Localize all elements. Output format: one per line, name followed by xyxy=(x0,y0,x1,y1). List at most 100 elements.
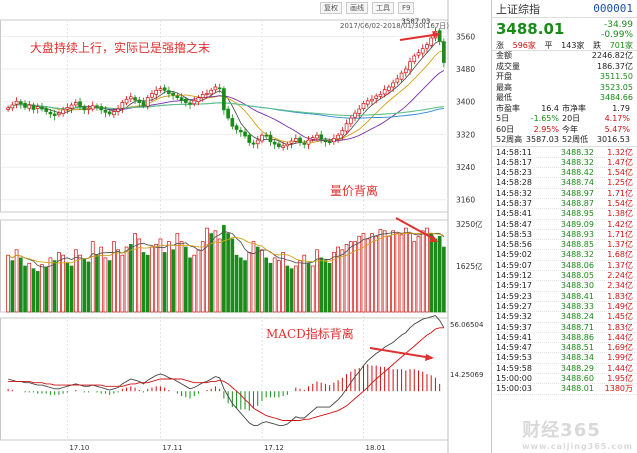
tick-price: 3488.85 xyxy=(560,240,594,250)
tick-row[interactable]: 14:59:37 3488.71 1.83亿 xyxy=(492,323,637,333)
volume-bar xyxy=(6,254,10,313)
volume-bar xyxy=(255,246,260,313)
tick-row[interactable]: 14:59:32 3488.24 1.45亿 xyxy=(492,312,637,323)
volume-bar xyxy=(150,246,154,313)
tick-row[interactable]: 14:58:28 3488.74 1.25亿 xyxy=(492,178,637,189)
tick-row[interactable]: 14:58:23 3488.42 1.54亿 xyxy=(492,168,637,179)
stat-label: 金额 xyxy=(496,51,512,60)
tick-price: 3488.32 xyxy=(560,147,594,157)
kline-chart-svg[interactable]: 2017/06/02-2018/01/30(167日) 3560 3480 3400 3… xyxy=(0,0,491,453)
candle-body xyxy=(188,102,192,105)
volume-bar xyxy=(336,246,340,313)
tick-list[interactable]: 14:58:11 3488.32 1.32亿 14:58:17 3488.32 1.47亿… xyxy=(492,148,637,395)
tick-time: 14:58:47 xyxy=(496,219,532,229)
volume-bar xyxy=(260,249,264,313)
market-breadth: 涨 596家 平 143家 跌 701家 xyxy=(492,40,637,51)
volume-bar xyxy=(442,246,446,313)
tick-row[interactable]: 15:00:03 3488.01 1380万 xyxy=(492,384,637,395)
tick-row[interactable]: 14:58:37 3488.87 1.54亿 xyxy=(492,199,637,210)
tick-row[interactable]: 14:58:41 3488.95 1.38亿 xyxy=(492,209,637,220)
tick-row[interactable]: 15:00:00 3488.60 1.95亿 xyxy=(492,374,637,385)
candle-body xyxy=(18,101,23,105)
tick-volume: 1.54亿 xyxy=(607,168,633,178)
candle-body xyxy=(395,78,400,83)
volume-bar xyxy=(40,264,44,313)
tick-price: 3489.09 xyxy=(560,219,594,229)
tick-row[interactable]: 14:59:12 3488.05 2.24亿 xyxy=(492,271,637,282)
stock-chart-area[interactable]: 2017/06/02-2018/01/30(167日) 3560 3480 3400 3… xyxy=(0,0,491,453)
volume-bar xyxy=(285,265,290,313)
candle-body xyxy=(247,134,252,143)
stat-label: 最低 xyxy=(496,93,512,102)
candle-body xyxy=(99,106,104,111)
volume-bar xyxy=(433,238,438,313)
arrowhead-volume xyxy=(429,235,438,242)
tick-price: 3488.29 xyxy=(560,363,594,373)
macd-dea-line xyxy=(8,327,444,421)
stat-value: 3511.50 xyxy=(599,72,633,81)
ratio-label: 52周低 xyxy=(562,135,589,144)
tick-row[interactable]: 14:59:23 3488.41 1.83亿 xyxy=(492,292,637,302)
volume-bar xyxy=(332,252,336,313)
candle-body xyxy=(353,112,357,118)
candle-body xyxy=(327,141,332,144)
tick-row[interactable]: 14:58:11 3488.32 1.32亿 xyxy=(492,148,637,158)
volume-bar xyxy=(65,262,70,313)
tick-row[interactable]: 14:59:53 3488.34 1.99亿 xyxy=(492,353,637,364)
stat-row: 最高 3523.05 xyxy=(492,83,637,94)
tick-row[interactable]: 14:58:56 3488.85 1.37亿 xyxy=(492,240,637,251)
tick-row[interactable]: 14:58:53 3488.93 1.71亿 xyxy=(492,230,637,241)
candle-body xyxy=(437,30,442,42)
tick-row[interactable]: 14:59:47 3488.51 1.69亿 xyxy=(492,343,637,354)
candle-body xyxy=(222,88,226,111)
candle-body xyxy=(124,98,129,104)
toolbar-tools-button[interactable]: 工具 xyxy=(372,2,394,14)
candle-body xyxy=(277,143,281,147)
candle-body xyxy=(442,41,446,63)
tick-volume: 2.24亿 xyxy=(607,271,633,281)
volume-bar xyxy=(200,241,205,313)
breadth-flat-label: 平 xyxy=(544,41,553,50)
ratio-label: 市净率 xyxy=(562,103,586,113)
candle-body xyxy=(35,106,40,109)
candle-body xyxy=(217,87,222,90)
volume-bar xyxy=(145,254,150,313)
chart-toolbar: 复权 画线 工具 F9 xyxy=(320,2,415,14)
tick-time: 15:00:03 xyxy=(496,384,532,394)
tick-time: 14:59:32 xyxy=(496,312,532,322)
tick-row[interactable]: 14:59:02 3488.32 1.68亿 xyxy=(492,250,637,261)
tick-row[interactable]: 14:59:27 3488.33 1.49亿 xyxy=(492,302,637,313)
candle-body xyxy=(158,88,163,91)
tick-row[interactable]: 14:58:32 3488.97 1.71亿 xyxy=(492,189,637,199)
volume-bar xyxy=(205,227,209,313)
tick-row[interactable]: 14:58:17 3488.32 1.47亿 xyxy=(492,158,637,169)
tick-price: 3488.74 xyxy=(560,178,594,188)
tick-row[interactable]: 14:59:41 3488.86 1.44亿 xyxy=(492,333,637,344)
volume-bar xyxy=(158,238,163,313)
tick-price: 3488.06 xyxy=(560,260,594,270)
volume-bar xyxy=(357,235,362,313)
tick-row[interactable]: 14:59:58 3488.29 1.44亿 xyxy=(492,363,637,375)
breadth-up-label: 涨 xyxy=(496,41,504,50)
tick-price: 3488.71 xyxy=(560,322,594,332)
toolbar-draw-line-button[interactable]: 画线 xyxy=(346,2,368,14)
volume-bar xyxy=(403,227,408,313)
volume-bar xyxy=(247,252,252,313)
arrowhead-top xyxy=(432,31,440,38)
candle-body xyxy=(315,134,319,139)
date-tick-label: 17.11 xyxy=(162,444,182,452)
candle-body xyxy=(420,48,425,54)
volume-bar xyxy=(281,252,285,313)
toolbar-f9-button[interactable]: F9 xyxy=(398,2,415,14)
candle-body xyxy=(272,141,277,145)
volume-bar xyxy=(293,265,298,313)
candle-body xyxy=(391,82,395,88)
toolbar-restore-right-button[interactable]: 复权 xyxy=(320,2,342,14)
ratio-value: 16.4 xyxy=(541,103,559,113)
tick-row[interactable]: 14:59:07 3488.06 1.37亿 xyxy=(492,260,637,272)
tick-row[interactable]: 14:59:17 3488.30 2.34亿 xyxy=(492,281,637,292)
volume-bar xyxy=(192,254,197,313)
tick-row[interactable]: 14:58:47 3489.09 1.42亿 xyxy=(492,220,637,230)
candle-body xyxy=(95,105,99,108)
volume-bar xyxy=(289,268,294,313)
